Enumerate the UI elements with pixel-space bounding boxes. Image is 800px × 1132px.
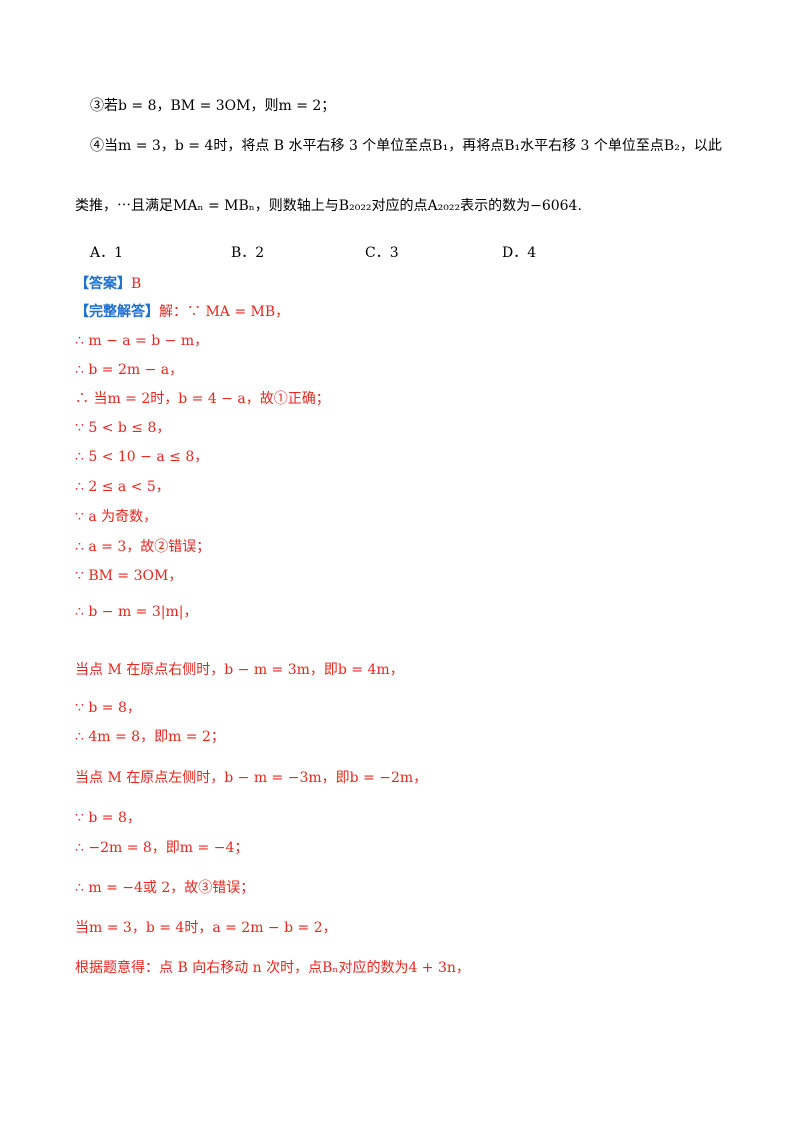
solution-line: ∴ a = 3，故②错误；	[75, 539, 211, 555]
statement-line-3: ③若b = 8，BM = 3OM，则m = 2；	[90, 98, 336, 114]
solution-line: ∵ b = 8，	[75, 810, 141, 826]
solution-line: ∵ a 为奇数，	[75, 509, 158, 525]
answer-label: 【答案】	[75, 276, 131, 292]
statement-line-4-continued: 类推，⋯且满足MAₙ = MBₙ，则数轴上与B₂₀₂₂对应的点A₂₀₂₂表示的数…	[75, 198, 582, 214]
solution-line: ∵ b = 8，	[75, 700, 141, 716]
answer-value: B	[131, 276, 142, 292]
option-d: D．4	[502, 245, 537, 261]
solution-first-line: 解：∵ MA = MB，	[159, 304, 290, 320]
solution-line: 当m = 3，b = 4时，a = 2m − b = 2，	[75, 920, 337, 936]
solution-line: ∴ 2 ≤ a < 5，	[75, 479, 170, 495]
solution-line: ∴ 5 < 10 − a ≤ 8，	[75, 449, 209, 465]
solution-line: 当点 M 在原点左侧时，b − m = −3m，即b = −2m，	[75, 770, 428, 786]
option-c: C．3	[365, 245, 399, 261]
solution-line: ∴ b − m = 3|m|，	[75, 604, 198, 620]
solution-line: ∵ BM = 3OM，	[75, 568, 183, 584]
solution-line: ∴ m = −4或 2，故③错误；	[75, 880, 255, 896]
statement-line-4: ④当m = 3，b = 4时，将点 B 水平右移 3 个单位至点B₁，再将点B₁…	[90, 138, 722, 154]
solution-line: ∴ 4m = 8，即m = 2；	[75, 729, 225, 745]
solution-line: 根据题意得：点 B 向右移动 n 次时，点Bₙ对应的数为4 + 3n，	[75, 960, 470, 976]
solution-line: ∴ 当m = 2时，b = 4 − a，故①正确；	[75, 391, 330, 407]
solution-header: 【完整解答】解：∵ MA = MB，	[75, 302, 289, 322]
solution-line: ∴ −2m = 8，即m = −4；	[75, 840, 249, 856]
solution-line: ∴ m − a = b − m，	[75, 333, 209, 349]
solution-label: 【完整解答】	[75, 304, 159, 320]
solution-line: ∴ b = 2m − a，	[75, 362, 184, 378]
option-b: B．2	[231, 245, 265, 261]
solution-line: ∵ 5 < b ≤ 8，	[75, 420, 171, 436]
solution-line: 当点 M 在原点右侧时，b − m = 3m，即b = 4m，	[75, 662, 404, 678]
option-a: A．1	[90, 245, 124, 261]
answer-row: 【答案】B	[75, 274, 141, 294]
